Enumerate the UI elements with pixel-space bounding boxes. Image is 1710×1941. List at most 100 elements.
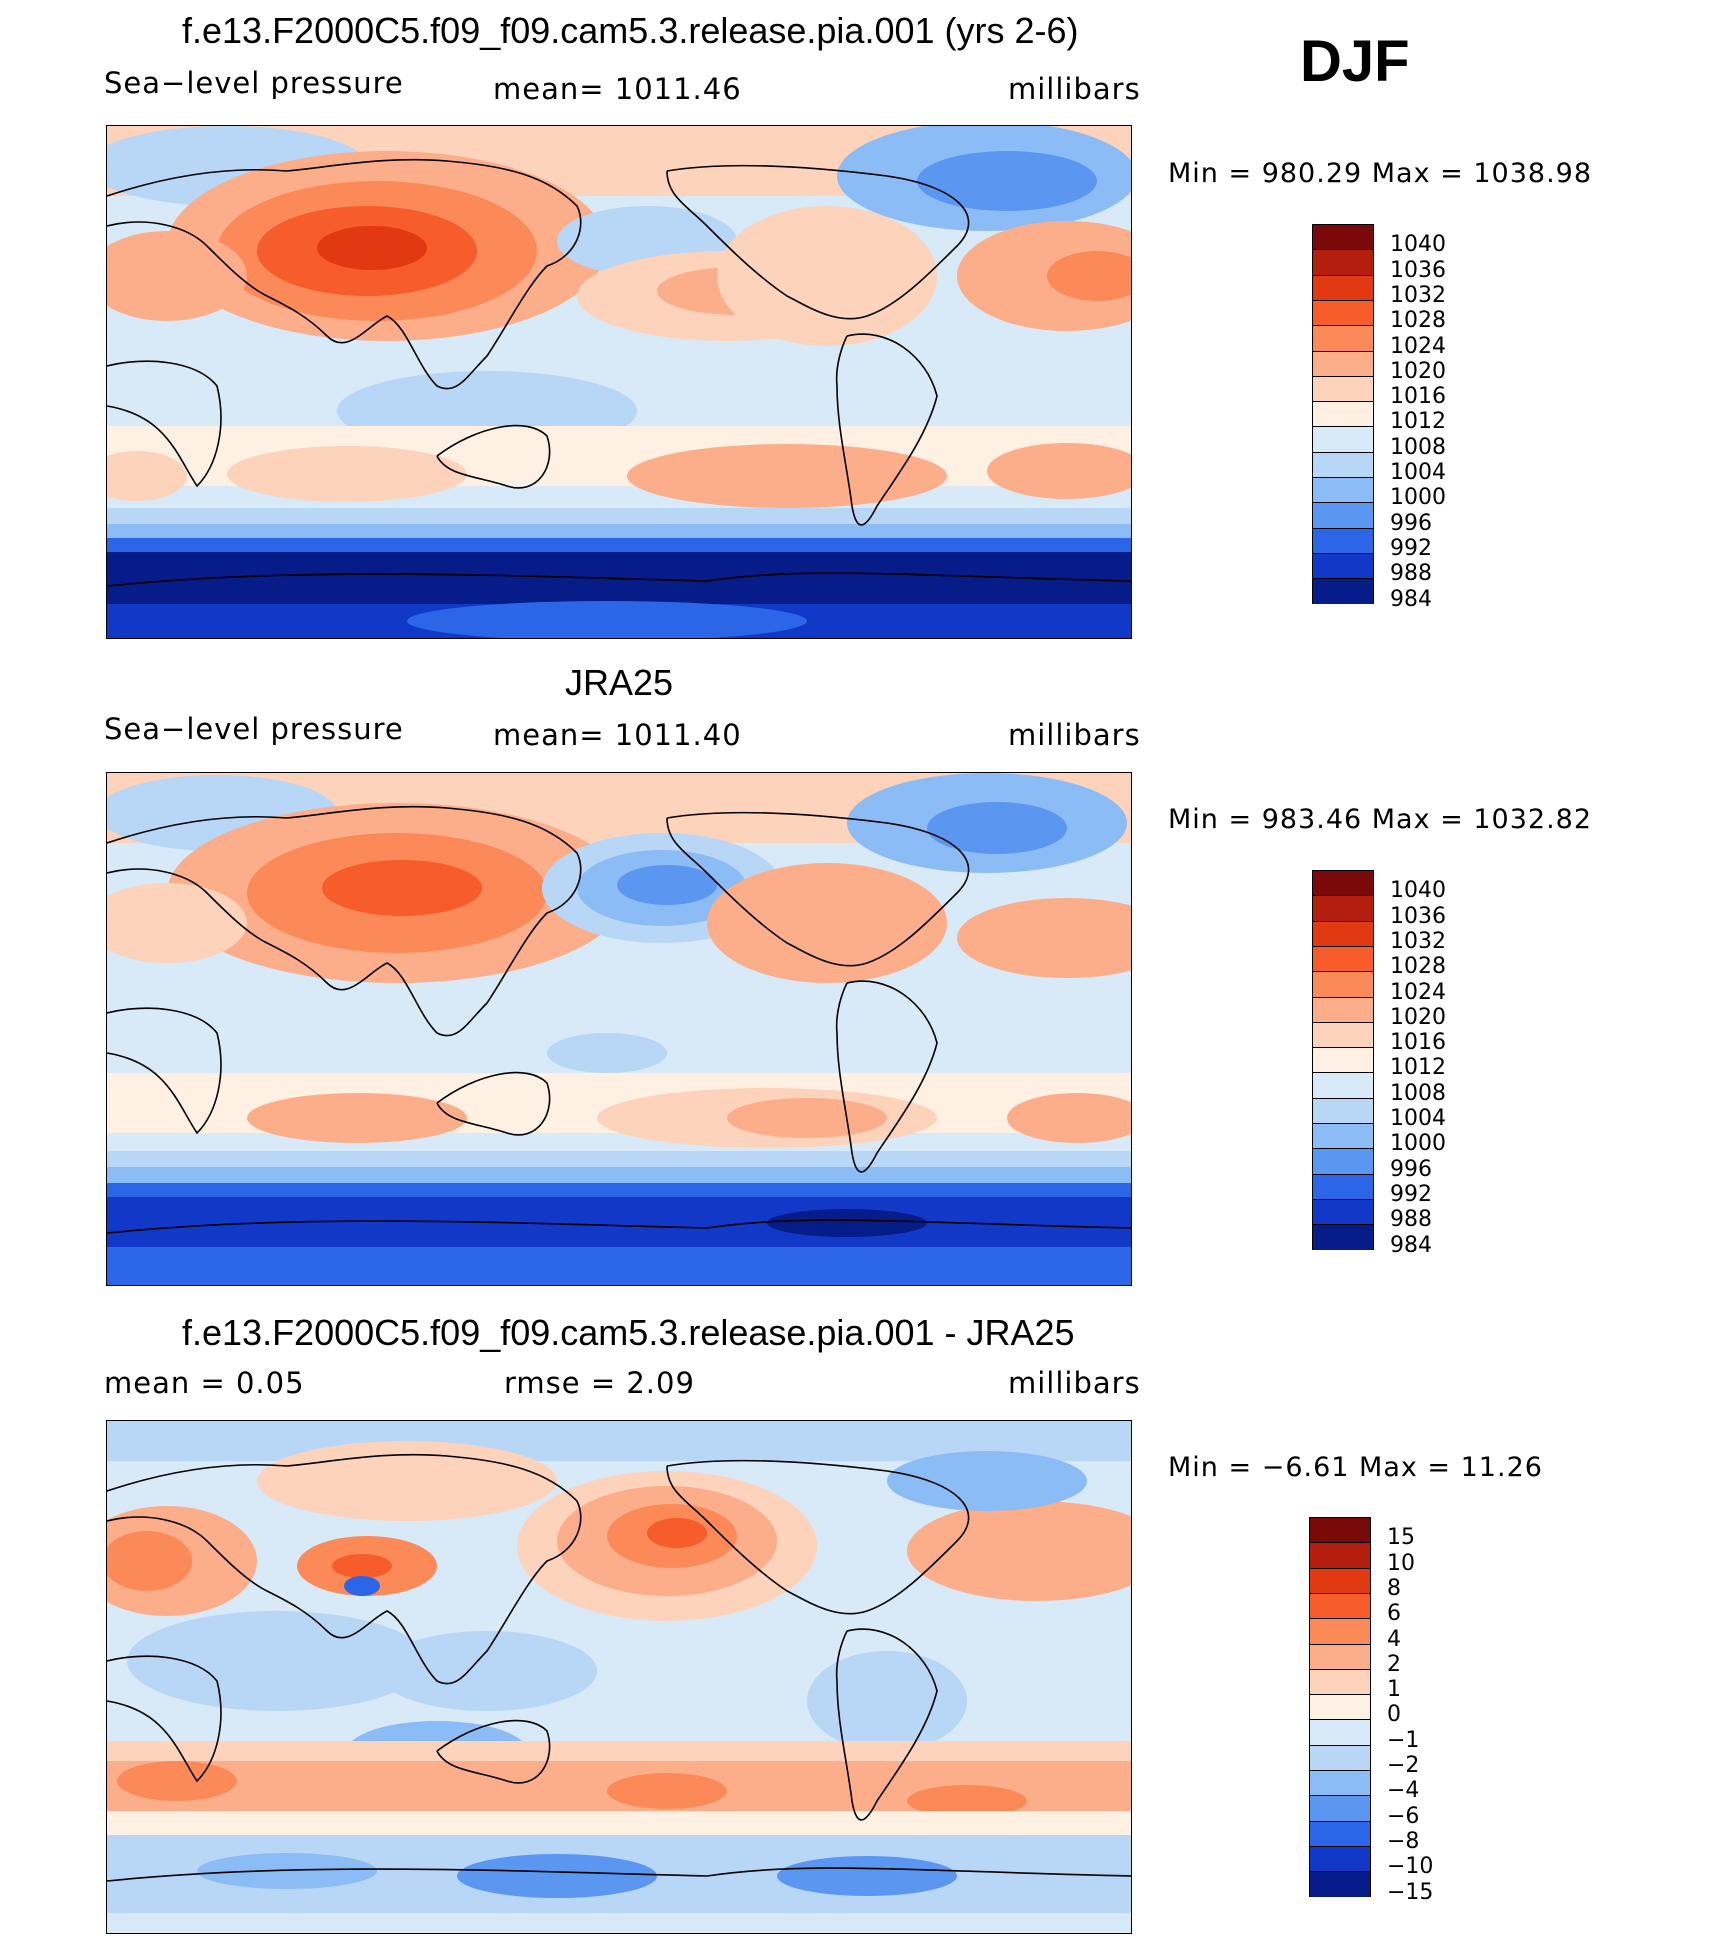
panel-2-map — [106, 772, 1132, 1286]
colorbar-label: 1036 — [1390, 903, 1446, 929]
panel-3-units: millibars — [1008, 1366, 1141, 1400]
colorbar-label: 992 — [1390, 535, 1432, 561]
colorbar-label: 984 — [1390, 586, 1432, 612]
colorbar-label: 1004 — [1390, 460, 1446, 485]
panel-3-rmse: rmse = 2.09 — [504, 1366, 695, 1400]
colorbar-label: 996 — [1390, 510, 1432, 536]
colorbar-label: 8 — [1387, 1575, 1401, 1601]
panel-1-mean: mean= 1011.46 — [493, 72, 742, 106]
colorbar-label: −2 — [1387, 1753, 1420, 1778]
colorbar-swatch — [1312, 1097, 1374, 1124]
colorbar-label: 988 — [1390, 1207, 1432, 1233]
colorbar-label: −15 — [1387, 1879, 1434, 1905]
colorbar-swatch — [1312, 1198, 1374, 1225]
colorbar-swatch — [1309, 1694, 1371, 1720]
colorbar-swatch — [1312, 274, 1374, 301]
panel-1-variable: Sea−level pressure — [104, 66, 404, 100]
colorbar-label: −1 — [1387, 1727, 1420, 1753]
colorbar-label: 0 — [1387, 1702, 1401, 1728]
colorbar-swatch — [1312, 552, 1374, 579]
colorbar-swatch — [1309, 1643, 1371, 1670]
colorbar-label: 1020 — [1390, 1004, 1446, 1030]
colorbar-swatch — [1312, 945, 1374, 972]
colorbar-swatch — [1312, 477, 1374, 503]
colorbar-label: −8 — [1387, 1828, 1420, 1854]
colorbar-swatch — [1312, 578, 1374, 604]
colorbar-label: 1040 — [1390, 232, 1446, 258]
colorbar-swatch — [1312, 502, 1374, 529]
colorbar-label: −10 — [1387, 1854, 1434, 1880]
colorbar-swatch — [1312, 870, 1374, 896]
colorbar-swatch — [1309, 1618, 1371, 1644]
panel-3-mean: mean = 0.05 — [104, 1366, 305, 1400]
colorbar-swatch — [1309, 1795, 1371, 1822]
colorbar-swatch — [1312, 1021, 1374, 1048]
colorbar-label: 1032 — [1390, 928, 1446, 954]
colorbar-label: 2 — [1387, 1651, 1401, 1677]
colorbar-swatch — [1312, 1224, 1374, 1250]
colorbar-swatch — [1312, 1072, 1374, 1099]
colorbar-swatch — [1312, 971, 1374, 997]
colorbar-label: 1032 — [1390, 282, 1446, 308]
panel-2-mean: mean= 1011.40 — [493, 718, 742, 752]
colorbar-swatch — [1309, 1845, 1371, 1872]
colorbar-label: 1000 — [1390, 1131, 1446, 1157]
panel-3-title: f.e13.F2000C5.f09_f09.cam5.3.release.pia… — [182, 1312, 1075, 1353]
colorbar-swatch — [1309, 1567, 1371, 1594]
colorbar-swatch — [1312, 299, 1374, 326]
colorbar-swatch — [1309, 1744, 1371, 1771]
colorbar-label: 1028 — [1390, 308, 1446, 334]
colorbar-swatch — [1312, 895, 1374, 922]
panel-1-title: f.e13.F2000C5.f09_f09.cam5.3.release.pia… — [182, 10, 1079, 51]
panel-2-title: JRA25 — [565, 662, 674, 703]
colorbar-label: 1008 — [1390, 1080, 1446, 1106]
colorbar-swatch — [1309, 1517, 1371, 1543]
colorbar-swatch — [1312, 375, 1374, 402]
colorbar-swatch — [1312, 996, 1374, 1023]
colorbar-swatch — [1309, 1871, 1371, 1897]
colorbar-swatch — [1312, 1148, 1374, 1175]
colorbar-label: 1012 — [1390, 1055, 1446, 1081]
colorbar-label: 1040 — [1390, 878, 1446, 904]
colorbar-label: 1012 — [1390, 409, 1446, 435]
colorbar-label: 1000 — [1390, 485, 1446, 511]
panel-3-map — [106, 1420, 1132, 1934]
colorbar-label: 1036 — [1390, 257, 1446, 283]
colorbar-swatch — [1309, 1592, 1371, 1619]
colorbar-swatch — [1309, 1542, 1371, 1569]
colorbar-label: 6 — [1387, 1601, 1401, 1627]
colorbar-swatch — [1312, 249, 1374, 276]
panel-3-minmax: Min = −6.61 Max = 11.26 — [1168, 1452, 1543, 1483]
season-label: DJF — [1300, 29, 1410, 94]
colorbar-label: 1008 — [1390, 434, 1446, 460]
colorbar-label: 1024 — [1390, 979, 1446, 1005]
colorbar-swatch — [1312, 1047, 1374, 1073]
colorbar-label: 1016 — [1390, 1030, 1446, 1056]
colorbar-swatch — [1309, 1770, 1371, 1796]
colorbar-swatch — [1309, 1820, 1371, 1847]
panel-1-map — [106, 125, 1132, 639]
colorbar-label: −4 — [1387, 1778, 1420, 1804]
colorbar-label: 988 — [1390, 561, 1432, 587]
colorbar-swatch — [1312, 325, 1374, 351]
panel-2-units: millibars — [1008, 718, 1141, 752]
panel-2-minmax: Min = 983.46 Max = 1032.82 — [1168, 804, 1593, 835]
colorbar-label: 1016 — [1390, 384, 1446, 410]
colorbar-swatch — [1312, 426, 1374, 453]
colorbar-swatch — [1312, 350, 1374, 377]
colorbar-label: 992 — [1390, 1181, 1432, 1207]
colorbar-label: 1004 — [1390, 1106, 1446, 1131]
colorbar-swatch — [1312, 401, 1374, 427]
colorbar-swatch — [1309, 1668, 1371, 1695]
colorbar-label: 1028 — [1390, 954, 1446, 980]
colorbar-label: 996 — [1390, 1156, 1432, 1182]
colorbar-swatch — [1309, 1719, 1371, 1746]
panel-1-units: millibars — [1008, 72, 1141, 106]
colorbar-label: 984 — [1390, 1232, 1432, 1258]
colorbar-swatch — [1312, 527, 1374, 554]
colorbar-label: 1020 — [1390, 358, 1446, 384]
colorbar-label: −6 — [1387, 1803, 1420, 1829]
colorbar-swatch — [1312, 1173, 1374, 1200]
colorbar-swatch — [1312, 920, 1374, 947]
panel-2-variable: Sea−level pressure — [104, 712, 404, 746]
